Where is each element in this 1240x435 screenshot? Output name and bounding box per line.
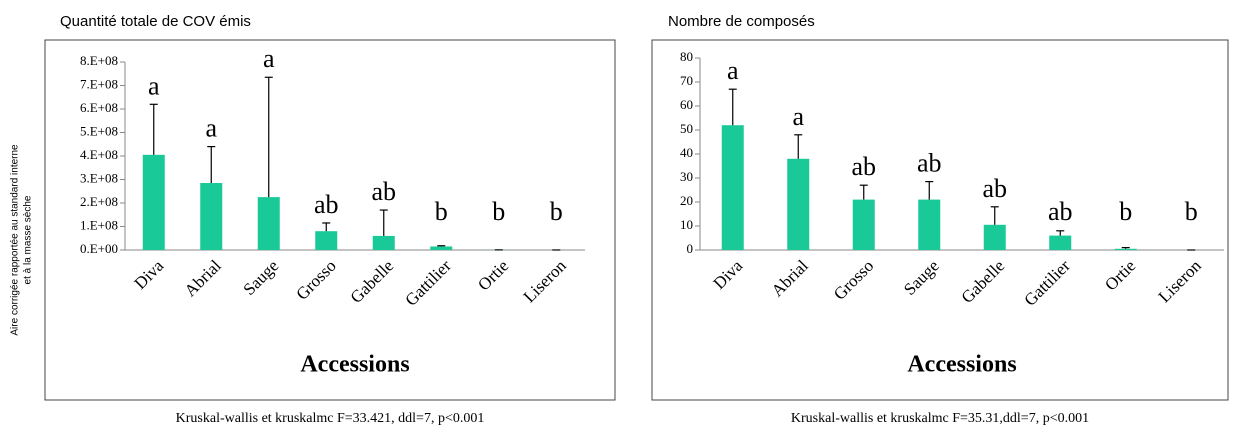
- y-tick-label: 50: [680, 121, 693, 136]
- x-tick-label: Gabelle: [347, 256, 398, 307]
- chart-frame: [44, 39, 616, 401]
- x-tick-label: Gabelle: [958, 256, 1009, 307]
- x-tick-label: Liseron: [520, 256, 571, 307]
- bar: [430, 246, 453, 250]
- y-tick-label: 6.E+08: [80, 100, 118, 115]
- footnote: Kruskal-wallis et kruskalmc F=35.31,ddl=…: [791, 411, 1089, 426]
- significance-letter: ab: [917, 149, 942, 178]
- bar: [257, 197, 280, 250]
- chart-title: Quantité totale de COV émis: [60, 13, 251, 30]
- x-tick-label: Sauge: [900, 256, 943, 299]
- y-tick-label: 40: [680, 145, 693, 160]
- significance-letter: b: [1185, 197, 1198, 226]
- x-tick-label: Abrial: [768, 256, 812, 300]
- y-tick-label: 1.E+08: [80, 217, 118, 232]
- x-tick-label: Grosso: [830, 256, 877, 303]
- significance-letter: b: [1119, 197, 1132, 226]
- significance-letter: a: [148, 71, 160, 100]
- bar: [315, 231, 338, 250]
- significance-letter: ab: [1048, 197, 1073, 226]
- y-tick-label: 5.E+08: [80, 123, 118, 138]
- y-tick-label: 2.E+08: [80, 194, 118, 209]
- significance-letter: ab: [851, 152, 876, 181]
- bar: [983, 224, 1006, 250]
- bar: [721, 125, 744, 250]
- chart-title: Nombre de composés: [668, 13, 815, 30]
- y-tick-label: 0.E+00: [80, 241, 118, 256]
- significance-letter: a: [263, 44, 275, 73]
- bar: [1114, 248, 1137, 250]
- x-tick-label: Sauge: [240, 256, 283, 299]
- y-axis-label: et à la masse sèche: [23, 195, 34, 284]
- x-axis-label: Accessions: [300, 352, 409, 378]
- bar: [918, 199, 941, 250]
- y-tick-label: 60: [680, 97, 693, 112]
- significance-letter: a: [727, 56, 739, 85]
- significance-letter: b: [550, 197, 563, 226]
- significance-letter: b: [435, 197, 448, 226]
- bar: [1049, 235, 1072, 250]
- bar: [787, 158, 810, 250]
- footnote: Kruskal-wallis et kruskalmc F=33.421, dd…: [176, 411, 485, 426]
- significance-letter: a: [792, 102, 804, 131]
- y-tick-label: 10: [680, 217, 693, 232]
- y-axis-label: Aire corrigée rapportée au standard inte…: [10, 144, 21, 336]
- x-axis-label: Accessions: [907, 352, 1016, 378]
- y-tick-label: 8.E+08: [80, 53, 118, 68]
- y-tick-label: 20: [680, 193, 693, 208]
- x-tick-label: Liseron: [1155, 256, 1206, 307]
- y-tick-label: 80: [680, 49, 693, 64]
- bar: [200, 183, 223, 250]
- x-tick-label: Gattilier: [1020, 256, 1074, 310]
- y-tick-label: 7.E+08: [80, 76, 118, 91]
- bar: [372, 235, 395, 250]
- y-tick-label: 0: [687, 241, 694, 256]
- y-tick-label: 30: [680, 169, 693, 184]
- x-tick-label: Ortie: [1101, 256, 1139, 294]
- y-tick-label: 3.E+08: [80, 170, 118, 185]
- chart-frame: [651, 39, 1229, 401]
- x-tick-label: Grosso: [292, 256, 339, 303]
- x-tick-label: Abrial: [181, 256, 225, 300]
- y-tick-label: 70: [680, 73, 693, 88]
- significance-letter: ab: [982, 174, 1007, 203]
- x-tick-label: Diva: [131, 256, 168, 293]
- x-tick-label: Diva: [710, 256, 747, 293]
- bar: [142, 154, 165, 250]
- bar: [852, 199, 875, 250]
- significance-letter: ab: [371, 177, 396, 206]
- significance-letter: b: [492, 197, 505, 226]
- significance-letter: a: [205, 114, 217, 143]
- y-tick-label: 4.E+08: [80, 147, 118, 162]
- x-tick-label: Gattilier: [401, 256, 455, 310]
- x-tick-label: Ortie: [474, 256, 512, 294]
- significance-letter: ab: [314, 190, 339, 219]
